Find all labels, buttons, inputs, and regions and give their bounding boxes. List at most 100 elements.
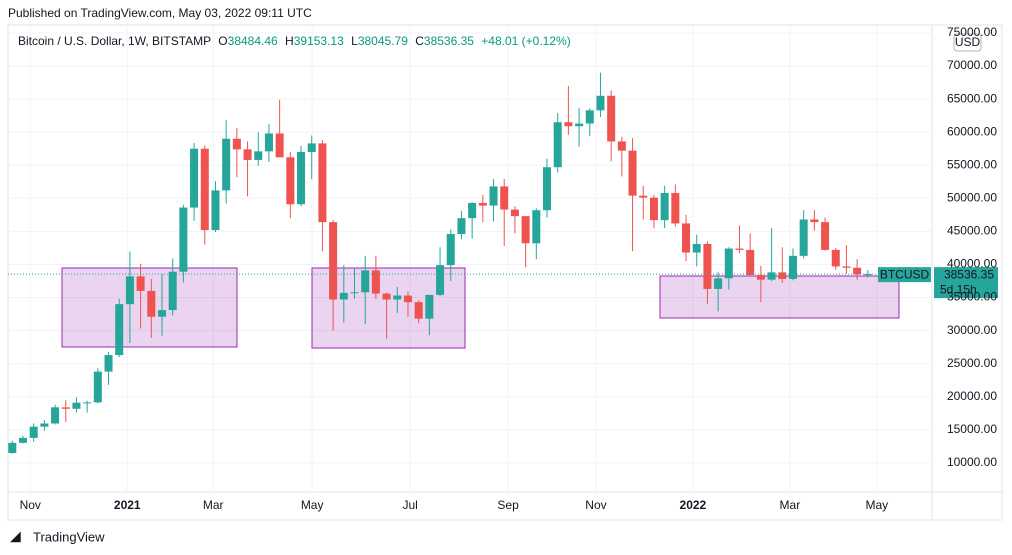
candle-body	[532, 210, 541, 244]
candle-body	[553, 122, 562, 168]
ohlc-value: 38045.79	[358, 34, 408, 48]
candle-body	[575, 123, 584, 127]
candle-body	[254, 151, 263, 160]
brand-logo[interactable]: ◢	[10, 528, 21, 544]
ohlc-key: H	[285, 34, 294, 48]
currency-box[interactable]	[953, 33, 982, 52]
candle-body	[821, 222, 830, 250]
grid	[8, 25, 932, 492]
candle-body	[853, 267, 862, 275]
x-tick-label: 2021	[114, 498, 141, 512]
candle-body	[104, 355, 113, 372]
candle-body	[682, 223, 691, 253]
candle-body	[489, 186, 498, 206]
candle-body	[40, 423, 49, 427]
symbol-tag: BTCUSD	[880, 267, 930, 281]
y-tick-label: 40000.00	[947, 257, 997, 271]
candle-body	[724, 248, 733, 279]
candle-body	[18, 437, 27, 443]
ohlc-key: L	[351, 34, 358, 48]
candle-body	[29, 426, 38, 438]
y-tick-label: 10000.00	[947, 455, 997, 469]
candle-body	[628, 150, 637, 196]
candle-body	[649, 197, 658, 221]
candle-body	[179, 207, 188, 272]
x-tick-label: Jul	[402, 498, 417, 512]
y-tick-label: 65000.00	[947, 91, 997, 105]
candle-body	[692, 243, 701, 253]
y-tick-label: 25000.00	[947, 356, 997, 370]
candle-body	[863, 274, 872, 276]
candle-body	[222, 138, 231, 191]
price-tag-box	[934, 267, 998, 299]
ohlc-value: 39153.13	[294, 34, 344, 48]
candle-body	[746, 249, 755, 276]
candle-body	[125, 276, 134, 305]
candle-body	[339, 292, 348, 300]
candle-body	[767, 272, 776, 280]
ohlc-value: 38484.46	[228, 34, 278, 48]
candle-body	[521, 216, 530, 244]
y-tick-label: 55000.00	[947, 157, 997, 171]
symbol-title: Bitcoin / U.S. Dollar, 1W, BITSTAMP	[18, 34, 211, 48]
change: +48.01 (+0.12%)	[481, 34, 570, 48]
y-tick-label: 70000.00	[947, 58, 997, 72]
candle-body	[51, 407, 60, 424]
candle-body	[115, 304, 124, 356]
candle-body	[147, 290, 156, 317]
candle-body	[446, 234, 455, 266]
brand[interactable]: TradingView	[33, 529, 105, 544]
candle-body	[190, 148, 199, 208]
x-tick-label: Mar	[780, 498, 801, 512]
candle-body	[425, 294, 434, 319]
y-tick-label: 50000.00	[947, 190, 997, 204]
candle-body	[136, 276, 145, 291]
x-tick-label: Mar	[203, 498, 224, 512]
candle-body	[393, 295, 402, 300]
symbol-tag-box	[878, 267, 931, 283]
candle-body	[414, 302, 423, 319]
candle-body	[607, 95, 616, 142]
y-tick-label: 60000.00	[947, 124, 997, 138]
candles	[8, 72, 932, 454]
y-tick-label: 45000.00	[947, 224, 997, 238]
candle-body	[660, 193, 669, 221]
candle-body	[468, 202, 477, 219]
candle-body	[799, 219, 808, 256]
candle-body	[703, 243, 712, 289]
candle-body	[157, 310, 167, 317]
candle-body	[350, 292, 359, 294]
candle-body	[275, 133, 284, 158]
price-tag: 38536.35	[944, 267, 994, 281]
candle-body	[671, 193, 680, 224]
candle-body	[211, 190, 220, 231]
y-tick-label: 20000.00	[947, 389, 997, 403]
candle-body	[61, 407, 70, 409]
candle-body	[617, 141, 626, 151]
zone-box	[659, 275, 900, 319]
candle-body	[8, 442, 17, 453]
y-tick-label: 75000.00	[947, 25, 997, 39]
candle-body	[168, 271, 177, 311]
candle-body	[596, 95, 605, 111]
candle-body	[500, 186, 509, 210]
candle-body	[264, 133, 273, 152]
x-tick-label: Nov	[585, 498, 606, 512]
currency[interactable]: USD	[955, 35, 981, 49]
candle-body	[232, 138, 241, 150]
candle-body	[329, 222, 338, 300]
x-tick-label: Nov	[20, 498, 41, 512]
candle-body	[243, 149, 252, 160]
legend-header: Bitcoin / U.S. Dollar, 1W, BITSTAMP O384…	[18, 34, 571, 48]
candle-body	[93, 371, 102, 403]
candle-body	[436, 265, 445, 295]
candle-body	[361, 270, 370, 293]
candle-body	[200, 148, 209, 231]
x-tick-label: May	[865, 498, 888, 512]
candle-body	[457, 218, 466, 235]
countdown: 5d 15h	[940, 282, 977, 296]
candle-body	[403, 295, 412, 303]
ohlc-value: 38536.35	[424, 34, 474, 48]
